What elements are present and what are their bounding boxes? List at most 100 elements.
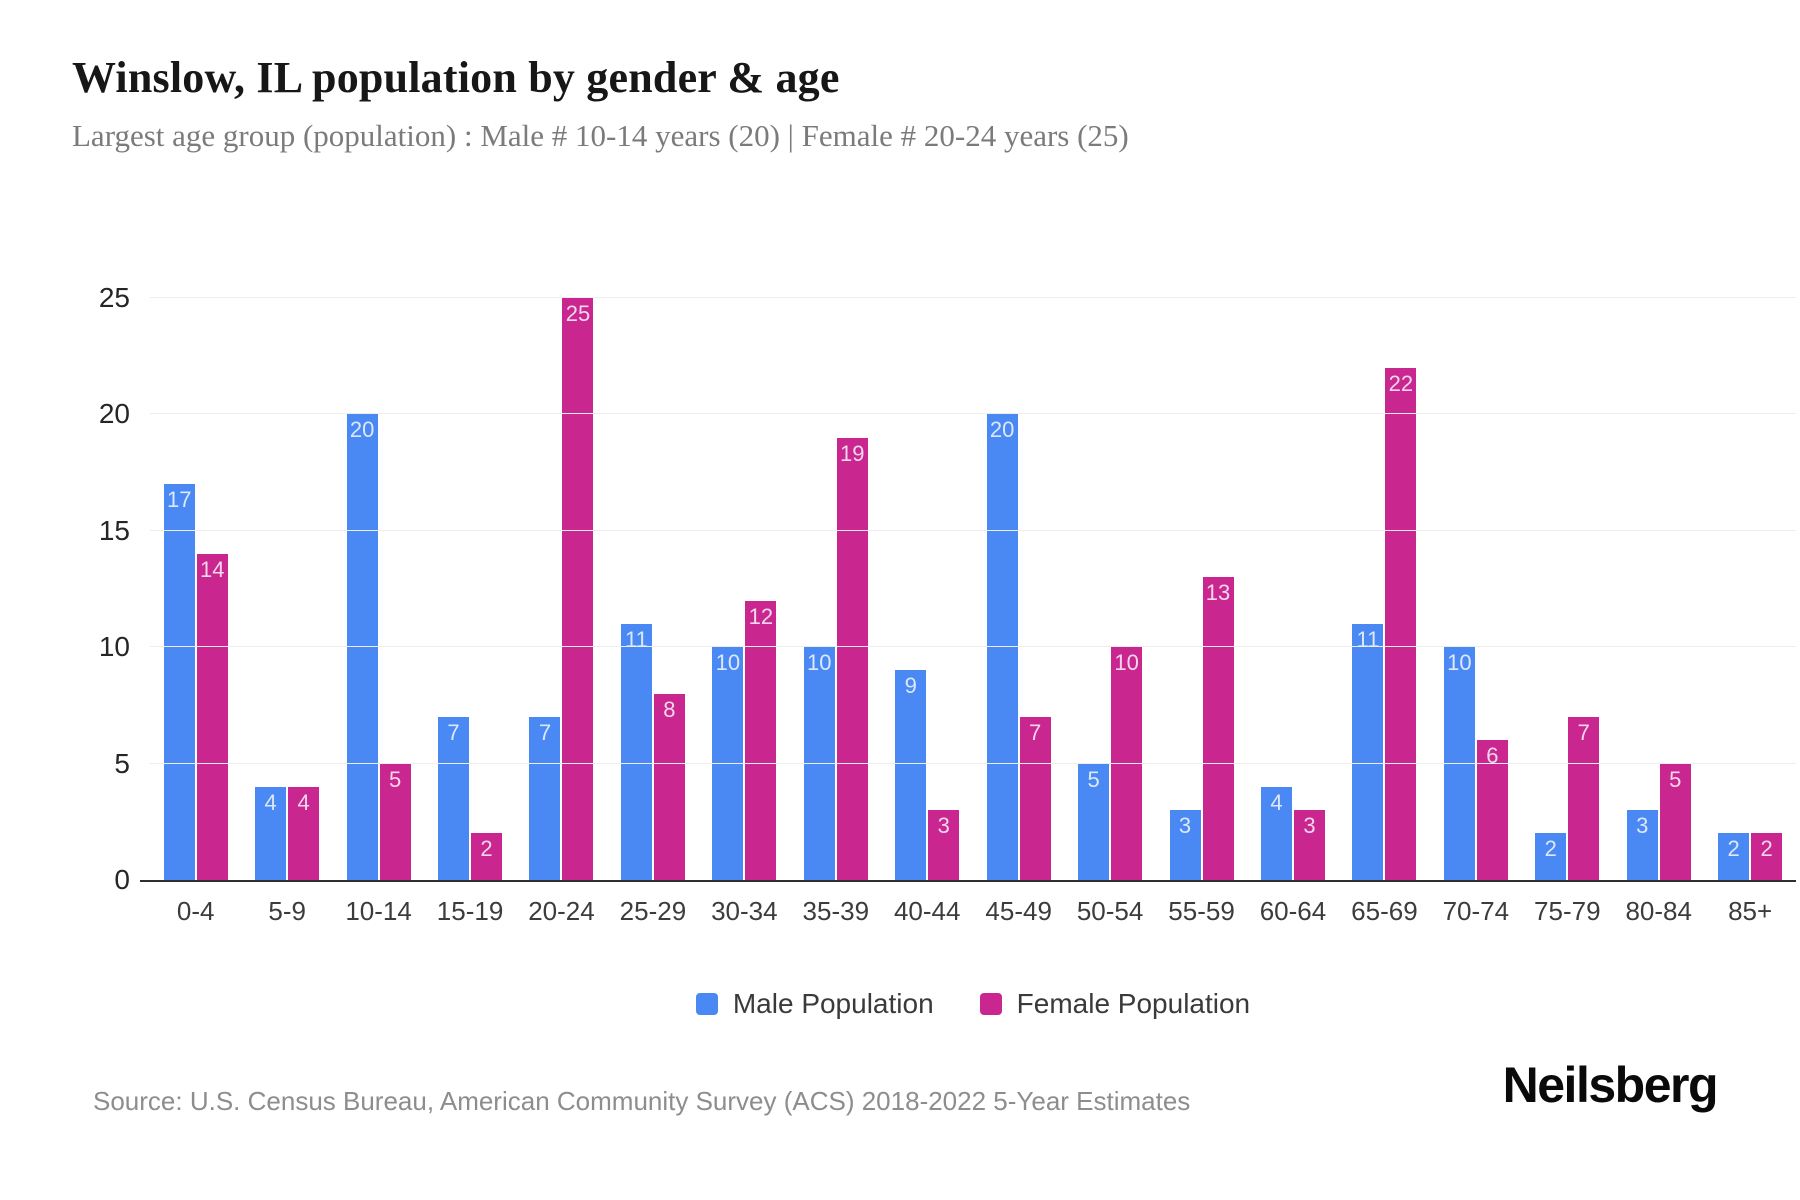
bar-value-label: 8 [663,696,676,722]
x-tick-label: 20-24 [528,896,595,926]
bar-value-label: 4 [1270,789,1283,815]
male-population-bar[interactable]: 2 [1718,833,1750,880]
male-population-bar[interactable]: 4 [255,786,287,880]
x-tick-label: 80-84 [1625,896,1692,926]
legend-label: Female Population [1016,988,1251,1019]
bar-group-45-49: 20 7 45-49 [973,298,1064,926]
bar-value-label: 3 [1178,813,1192,839]
legend-swatch-icon [695,993,718,1015]
bar-group-15-19: 7 2 15-19 [424,298,515,926]
x-tick-label: 55-59 [1168,896,1235,926]
x-tick-label: 70-74 [1442,896,1510,926]
x-tick-label: 15-19 [436,896,504,926]
legend-item-female-population[interactable]: Female Population [979,988,1251,1020]
bar-value-label: 17 [166,487,192,513]
male-population-bar[interactable]: 3 [1169,810,1201,880]
y-tick-label: 20 [98,398,130,430]
bar-value-label: 10 [1447,650,1472,676]
female-population-bar[interactable]: 5 [379,763,411,880]
bar-group-30-34: 10 12 30-34 [699,298,790,926]
chart-title: Winslow, IL population by gender & age [72,53,840,102]
male-population-bar[interactable]: 7 [438,717,470,880]
female-population-bar[interactable]: 8 [653,693,685,880]
gridline [150,297,1796,298]
bar-value-label: 25 [565,301,591,326]
x-tick-label: 35-39 [802,896,870,926]
bar-group-40-44: 9 3 40-44 [882,298,973,926]
bar-value-label: 7 [1577,720,1590,746]
bar-value-label: 20 [989,417,1015,443]
bar-value-label: 11 [1356,626,1380,652]
female-population-bar[interactable]: 6 [1476,740,1508,880]
bar-value-label: 9 [904,673,917,699]
female-population-bar[interactable]: 13 [1202,577,1234,880]
male-population-bar[interactable]: 17 [163,484,195,880]
female-population-bar[interactable]: 12 [745,600,777,880]
x-tick-label: 50-54 [1076,896,1144,926]
bar-group-0-4: 17 14 0-4 [150,298,241,926]
y-tick-label: 5 [114,747,130,779]
x-tick-label: 45-49 [985,896,1052,926]
y-tick-label: 10 [98,631,130,663]
y-tick-label: 0 [114,864,130,895]
bar-group-65-69: 11 22 65-69 [1339,298,1430,926]
bar-group-85+: 2 2 85+ [1704,298,1795,926]
female-population-bar[interactable]: 7 [1019,717,1051,880]
bar-value-label: 2 [480,836,493,862]
bar-value-label: 14 [199,557,225,583]
x-tick-label: 0-4 [176,896,215,926]
x-tick-label: 30-34 [711,896,778,926]
male-population-bar[interactable]: 11 [620,623,652,880]
male-population-bar[interactable]: 5 [1078,763,1110,880]
male-population-bar[interactable]: 20 [346,414,378,880]
bar-group-75-79: 2 7 75-79 [1522,298,1613,926]
female-population-bar[interactable]: 14 [196,554,228,880]
female-population-bar[interactable]: 3 [928,810,960,880]
bar-value-label: 4 [264,789,277,815]
bar-value-label: 20 [349,417,375,443]
x-tick-label: 40-44 [893,896,961,926]
male-population-bar[interactable]: 11 [1352,623,1384,880]
x-tick-label: 60-64 [1259,896,1327,926]
bar-group-55-59: 3 13 55-59 [1156,298,1247,926]
female-population-bar[interactable]: 3 [1293,810,1325,880]
bar-value-label: 5 [1087,766,1100,792]
male-population-bar[interactable]: 20 [986,414,1018,880]
bar-value-label: 22 [1388,370,1414,396]
female-population-bar[interactable]: 25 [562,298,594,880]
plot-area: 17 14 0-4 4 4 5-9 20 5 10-14 7 2 15-19 7 25 20-24 11 8 25… [150,297,1796,926]
male-population-bar[interactable]: 7 [529,717,561,880]
bar-value-label: 10 [715,650,741,676]
x-tick-label: 65-69 [1351,896,1418,926]
gridline [150,646,1796,648]
y-axis: 0 5 10 15 20 25 [0,282,140,895]
bar-value-label: 7 [1029,720,1042,746]
female-population-bar[interactable]: 5 [1659,763,1691,880]
female-population-bar[interactable]: 2 [471,833,503,880]
male-population-bar[interactable]: 2 [1535,833,1567,880]
male-population-bar[interactable]: 3 [1626,810,1658,880]
bar-group-80-84: 3 5 80-84 [1613,298,1704,926]
bar-value-label: 7 [447,720,460,746]
gridline [150,413,1796,415]
bar-group-10-14: 20 5 10-14 [333,298,424,926]
male-population-bar[interactable]: 9 [895,670,927,880]
female-population-bar[interactable]: 22 [1385,367,1417,880]
legend-item-male-population[interactable]: Male Population [695,988,934,1020]
female-population-bar[interactable]: 19 [836,437,868,880]
bar-value-label: 6 [1486,743,1499,769]
brand-logo: Neilsberg [1502,1057,1719,1113]
female-population-bar[interactable]: 4 [288,786,320,880]
male-population-bar[interactable]: 4 [1260,786,1292,880]
legend-label: Male Population [732,988,934,1019]
bar-value-label: 11 [624,626,648,652]
bar-value-label: 3 [1636,813,1649,839]
female-population-bar[interactable]: 7 [1568,717,1600,880]
y-tick-label: 15 [98,514,130,546]
gridline [150,762,1796,764]
female-population-bar[interactable]: 2 [1751,833,1783,880]
x-tick-label: 5-9 [268,896,306,926]
bar-value-label: 12 [748,603,774,629]
chart-subtitle: Largest age group (population) : Male # … [72,118,1129,153]
